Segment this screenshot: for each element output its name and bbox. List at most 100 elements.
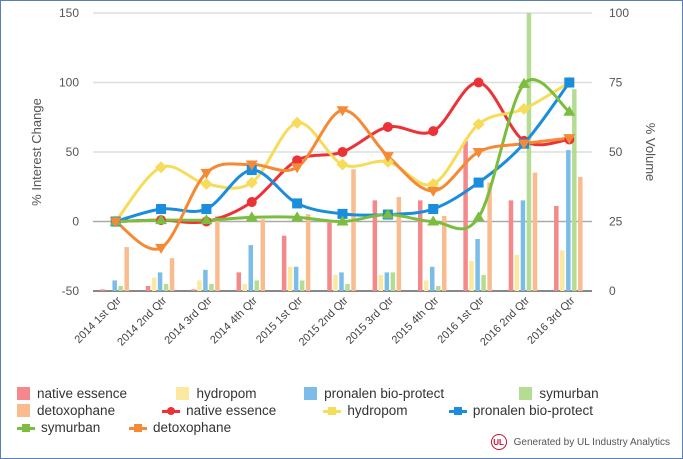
marker-detoxophane (381, 152, 394, 163)
marker-hydropom (200, 177, 213, 190)
bar-detoxophane (351, 169, 356, 291)
bar-detoxophane (441, 215, 447, 291)
marker-pronalen-bio-protect (564, 77, 575, 88)
marker-native-essence (337, 147, 348, 157)
bar-hydropom (197, 280, 202, 291)
bar-symurban (435, 285, 441, 291)
legend-item[interactable]: native essence (17, 386, 158, 401)
legend-label: detoxophane (153, 420, 232, 435)
legend-label: detoxophane (37, 403, 116, 418)
legend-label: pronalen bio-protect (324, 386, 445, 401)
marker-pronalen-bio-protect (292, 198, 303, 209)
marker-detoxophane (155, 243, 168, 254)
marker-symurban (563, 105, 576, 116)
x-tick-label: 2014 2nd Qtr (115, 294, 169, 348)
x-tick-label: 2015 2nd Qtr (297, 294, 351, 348)
line-symurban (115, 78, 571, 231)
y-tick-label: -50 (62, 284, 80, 298)
line-detoxophane (114, 108, 570, 251)
marker-detoxophane (472, 148, 485, 158)
bar-native-essence (327, 222, 332, 291)
legend-item[interactable]: detoxophane (17, 403, 144, 418)
legend-item[interactable]: hydropom (176, 386, 286, 401)
marker-pronalen-bio-protect (337, 208, 348, 219)
y-tick-label: 50 (66, 145, 80, 159)
marker-detoxophane (517, 139, 530, 150)
legend-label: symurban (539, 386, 599, 401)
bar-native-essence (145, 285, 151, 291)
marker-detoxophane (427, 186, 440, 197)
marker-pronalen-bio-protect (156, 203, 167, 214)
legend-label: hydropom (347, 403, 408, 418)
marker-detoxophane (336, 106, 349, 117)
marker-detoxophane (291, 163, 304, 174)
bar-pronalen-bio-protect (429, 266, 435, 291)
legend-line-icon (448, 404, 467, 418)
bar-detoxophane (396, 197, 402, 291)
marker-hydropom (517, 102, 530, 115)
bar-symurban (345, 284, 350, 291)
legend-item[interactable]: native essence (162, 403, 305, 418)
legend-item[interactable]: pronalen bio-protect (304, 386, 501, 401)
bar-pronalen-bio-protect (520, 200, 526, 291)
legend-swatch (17, 387, 30, 400)
legend-item[interactable]: symurban (519, 386, 619, 401)
legend-item[interactable]: pronalen bio-protect (448, 403, 619, 418)
marker-symurban (517, 77, 530, 88)
bar-detoxophane (169, 258, 175, 291)
marker-native-essence (382, 121, 393, 132)
bar-pronalen-bio-protect (157, 272, 163, 291)
legend-line-icon (162, 404, 181, 418)
bar-native-essence (236, 272, 242, 291)
legend-item[interactable]: hydropom (323, 403, 430, 418)
bar-native-essence (100, 289, 105, 291)
bar-hydropom (242, 284, 248, 291)
legend: native essence hydropom pronalen bio-prote… (17, 385, 637, 436)
marker-detoxophane (109, 217, 122, 228)
footer: UL Generated by UL Industry Analytics (490, 434, 670, 450)
bar-hydropom (560, 250, 565, 291)
y2-axis-title: % Volume (643, 123, 658, 182)
legend-swatch (519, 387, 533, 400)
bar-pronalen-bio-protect (112, 280, 117, 291)
legend-row: native essence hydropom pronalen bio-prote… (17, 385, 637, 402)
x-tick-label: 2014 3rd Qtr (162, 294, 214, 346)
bar-pronalen-bio-protect (293, 266, 299, 291)
legend-item[interactable]: detoxophane (129, 420, 269, 435)
bar-symurban (118, 285, 123, 291)
legend-swatch (304, 387, 318, 400)
legend-line-icon (17, 421, 35, 435)
bar-symurban (163, 284, 169, 291)
y2-tick-label: 0 (609, 284, 616, 298)
marker-pronalen-bio-protect (473, 177, 484, 188)
bar-native-essence (417, 200, 423, 291)
marker-hydropom (291, 116, 304, 129)
bar-native-essence (372, 200, 378, 291)
bar-native-essence (463, 140, 468, 291)
bar-detoxophane (305, 214, 311, 291)
marker-symurban (472, 211, 485, 222)
bar-native-essence (191, 289, 196, 291)
bar-pronalen-bio-protect (566, 150, 571, 291)
legend-swatch (176, 387, 190, 400)
legend-item[interactable]: symurban (17, 420, 111, 435)
marker-symurban (381, 208, 394, 219)
marker-detoxophane (563, 134, 576, 145)
bar-hydropom (378, 274, 384, 291)
bar-hydropom (287, 266, 293, 291)
bar-native-essence (508, 200, 514, 291)
x-tick-label: 2016 3rd Qtr (525, 294, 577, 346)
legend-line-icon (323, 404, 342, 418)
legend-row: detoxophane native essence hydropom pronale… (17, 402, 637, 419)
bar-pronalen-bio-protect (203, 269, 208, 291)
bar-symurban (254, 280, 260, 291)
y-tick-label: 0 (72, 215, 79, 229)
bar-pronalen-bio-protect (248, 245, 254, 291)
y2-tick-label: 25 (609, 215, 623, 229)
y2-tick-label: 50 (609, 145, 623, 159)
legend-label: native essence (186, 403, 277, 418)
legend-line-icon (129, 421, 147, 435)
marker-symurban (427, 215, 440, 226)
